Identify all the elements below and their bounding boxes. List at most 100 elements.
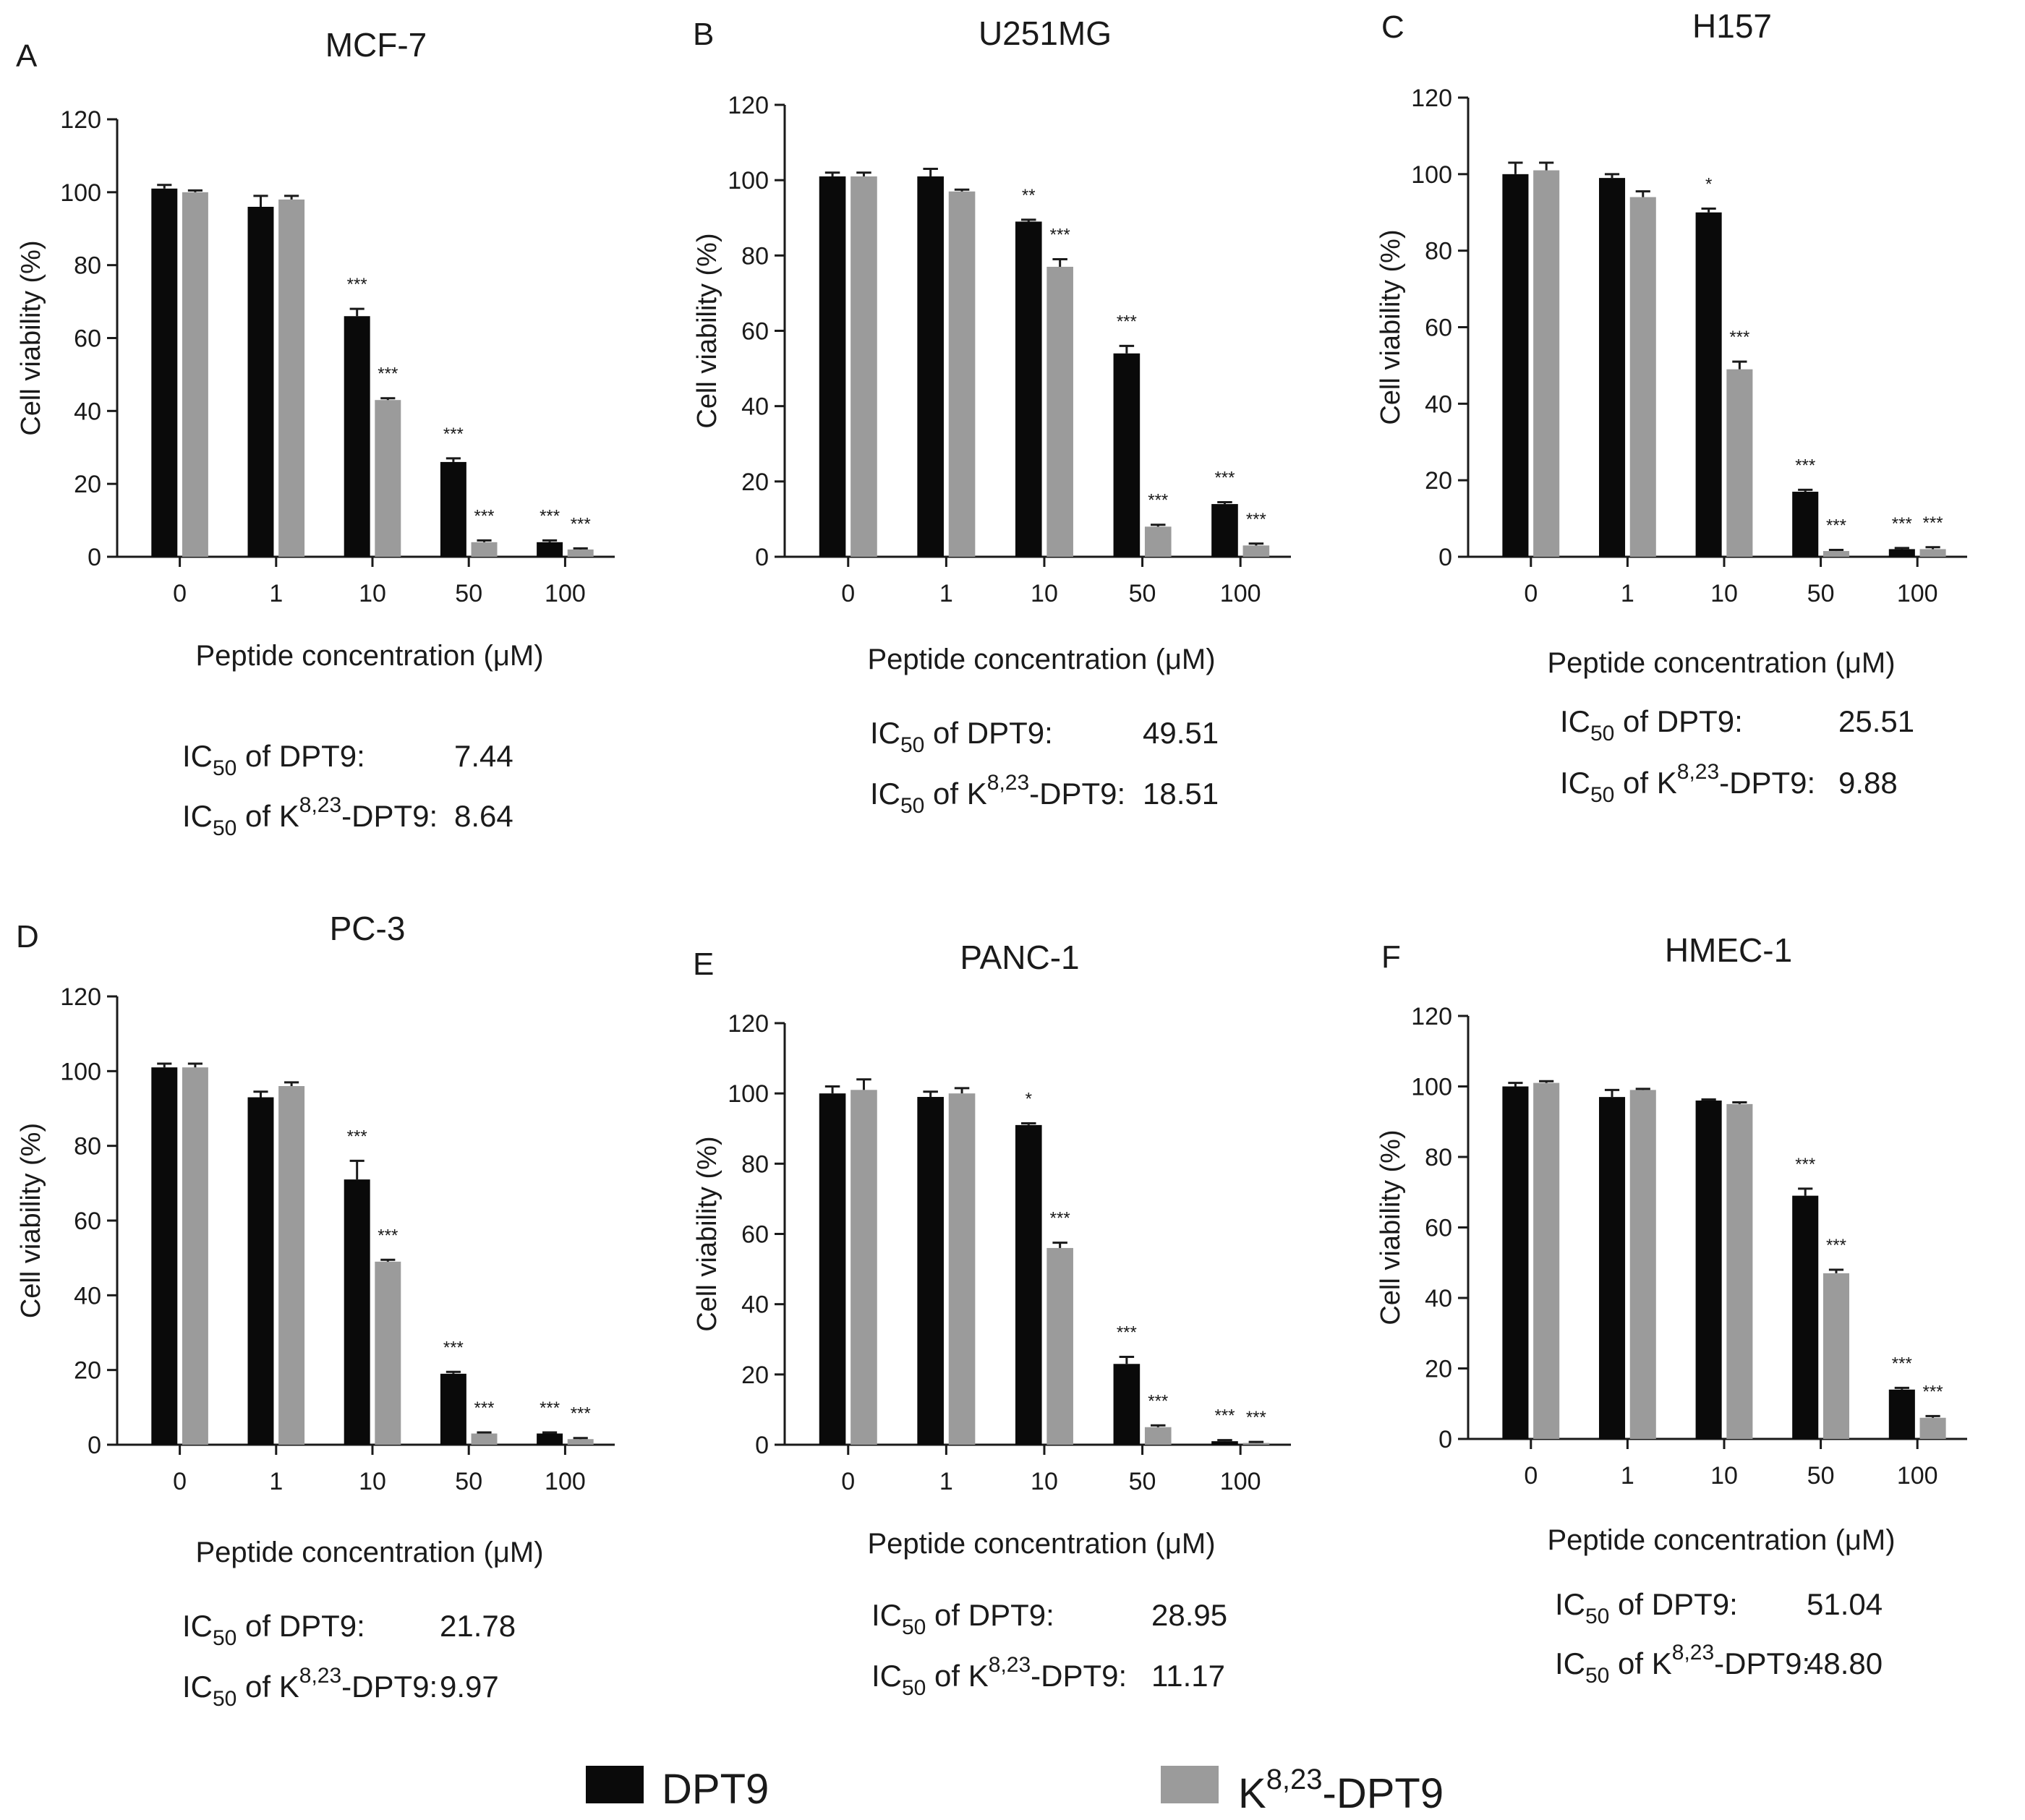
bar-dpt9: [1695, 1101, 1722, 1439]
bar-k-dpt9: [1046, 266, 1073, 557]
ic50-label: IC50 of K8,23-DPT9:: [870, 771, 1125, 818]
ic50-suffix: -DPT9:: [341, 1670, 438, 1704]
significance-label: ***: [1117, 1323, 1137, 1343]
ic50-prefix: IC: [182, 739, 213, 773]
significance-label: ***: [540, 1398, 560, 1418]
bar-dpt9: [344, 316, 370, 557]
significance-label: ***: [474, 506, 494, 526]
significance-label: ***: [1117, 312, 1137, 331]
bar-k-dpt9: [850, 1090, 877, 1445]
panel-letter: E: [693, 947, 714, 982]
bar-k-dpt9: [471, 1433, 498, 1445]
y-tick-label: 100: [60, 179, 101, 207]
x-tick-label: 10: [1031, 1468, 1058, 1495]
bar-k-dpt9: [567, 1439, 594, 1445]
ic50-value: 9.88: [1838, 766, 1898, 800]
bar-dpt9: [247, 1097, 274, 1445]
legend-swatch-dpt9: [586, 1766, 644, 1803]
bar-k-dpt9: [1242, 1443, 1270, 1445]
x-tick-label: 10: [359, 1468, 386, 1495]
x-tick-label: 0: [841, 580, 855, 607]
bar-dpt9: [1502, 174, 1529, 557]
ic50-subscript: 50: [1585, 1605, 1609, 1628]
significance-label: ***: [378, 1226, 398, 1245]
y-tick-label: 20: [1425, 1356, 1452, 1383]
chart-title: PC-3: [330, 910, 406, 947]
chart-title: MCF-7: [325, 26, 427, 64]
significance-label: **: [1022, 186, 1036, 205]
ic50-value: 21.78: [440, 1609, 516, 1643]
ic50-prefix: IC: [182, 1670, 213, 1704]
bar-dpt9: [1113, 1364, 1141, 1445]
bar-k-dpt9: [1629, 197, 1656, 557]
y-tick-label: 120: [1411, 1003, 1452, 1030]
x-tick-label: 10: [1710, 1462, 1738, 1490]
ic50-superscript: 8,23: [1677, 760, 1719, 784]
y-tick-label: 40: [741, 1291, 769, 1319]
bar-dpt9: [151, 1067, 178, 1445]
ic50-mid: of DPT9:: [924, 716, 1052, 750]
x-tick-label: 50: [1807, 580, 1835, 607]
ic50-prefix: IC: [182, 1609, 213, 1643]
x-tick-label: 50: [1129, 1468, 1156, 1495]
ic50-label: IC50 of K8,23-DPT9:: [1560, 760, 1815, 807]
y-tick-label: 60: [74, 325, 101, 353]
ic50-superscript: 8,23: [299, 793, 341, 817]
ic50-label: IC50 of K8,23-DPT9:: [182, 793, 438, 840]
y-tick-label: 120: [1411, 85, 1452, 112]
legend-swatch-k-dpt9: [1161, 1766, 1219, 1803]
bar-k-dpt9: [850, 176, 877, 557]
x-tick-label: 10: [1031, 580, 1058, 607]
y-tick-label: 100: [728, 167, 769, 195]
ic50-subscript: 50: [213, 756, 236, 780]
x-tick-label: 1: [939, 1468, 953, 1495]
bar-k-dpt9: [1822, 1273, 1850, 1439]
chart-title: H157: [1692, 7, 1772, 45]
panel-letter: F: [1381, 939, 1401, 975]
bar-k-dpt9: [1144, 526, 1172, 557]
ic50-label: IC50 of K8,23-DPT9:: [871, 1653, 1127, 1700]
bar-k-dpt9: [182, 1067, 208, 1445]
ic50-prefix: IC: [870, 777, 900, 811]
significance-label: ***: [1795, 1155, 1815, 1174]
panel-letter: A: [16, 38, 38, 74]
bar-k-dpt9: [375, 400, 401, 557]
panel-letter: D: [16, 919, 39, 954]
y-tick-label: 100: [60, 1058, 101, 1085]
bar-k-dpt9: [1726, 369, 1753, 557]
ic50-suffix: -DPT9:: [1031, 1659, 1127, 1693]
y-tick-label: 40: [74, 398, 101, 425]
bar-dpt9: [1211, 1441, 1238, 1445]
y-tick-label: 120: [60, 106, 101, 134]
ic50-suffix: -DPT9:: [1719, 766, 1815, 800]
panel-letter: B: [693, 17, 714, 52]
ic50-superscript: 8,23: [987, 771, 1029, 795]
y-tick-label: 100: [1411, 1074, 1452, 1101]
bar-dpt9: [537, 542, 563, 557]
y-tick-label: 0: [88, 1432, 101, 1459]
x-tick-label: 1: [269, 1468, 283, 1495]
y-tick-label: 0: [755, 1432, 769, 1459]
bar-k-dpt9: [471, 542, 498, 557]
panel-c: C H157 0 20 40 60 80 100 120 Cell viability (%) 0 1…: [1376, 7, 1967, 807]
significance-label: ***: [347, 1127, 367, 1146]
bar-k-dpt9: [1533, 170, 1560, 557]
ic50-label: IC50 of DPT9:: [1560, 704, 1743, 745]
x-axis-label: Peptide concentration (μM): [1547, 1524, 1895, 1556]
bar-k-dpt9: [948, 1093, 976, 1445]
y-tick-label: 0: [1438, 544, 1452, 571]
ic50-value: 28.95: [1151, 1598, 1227, 1632]
bar-dpt9: [917, 176, 944, 557]
ic50-mid: of DPT9:: [236, 1609, 364, 1643]
ic50-value: 49.51: [1143, 716, 1219, 750]
ic50-value: 18.51: [1143, 777, 1219, 811]
bar-k-dpt9: [1242, 545, 1270, 557]
y-tick-label: 60: [741, 1221, 769, 1249]
significance-label: ***: [1050, 1209, 1070, 1229]
ic50-superscript: 8,23: [299, 1664, 341, 1688]
bar-dpt9: [1598, 1097, 1626, 1439]
x-tick-label: 10: [359, 580, 386, 607]
